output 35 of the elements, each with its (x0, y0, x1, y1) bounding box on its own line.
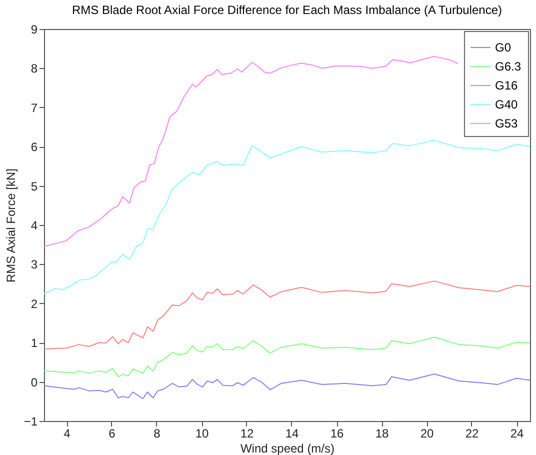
x-tick-label: 6 (108, 426, 116, 440)
legend-label: G16 (495, 78, 518, 92)
legend-label: G40 (495, 98, 518, 112)
x-tick-label: 10 (195, 426, 209, 440)
y-tick-label: 7 (30, 100, 38, 115)
legend-label: G0 (495, 40, 512, 54)
legend-label: G53 (495, 116, 518, 130)
x-tick-label: 22 (465, 426, 479, 440)
x-tick-label: 14 (285, 426, 299, 440)
legend-label: G6.3 (495, 60, 522, 74)
line-series (44, 280, 530, 350)
y-tick-label: 4 (30, 218, 38, 232)
y-tick-label: 8 (30, 62, 38, 76)
x-tick-label: 12 (240, 426, 254, 440)
y-tick-label: 5 (30, 179, 38, 194)
y-tick-label: 1 (30, 336, 38, 350)
x-tick-label: 18 (375, 426, 389, 440)
x-tick-label: 4 (64, 426, 71, 440)
x-tick-label: 24 (510, 426, 524, 440)
y-tick-label: 3 (30, 258, 38, 272)
line-series (44, 373, 530, 400)
x-tick-label: 16 (330, 426, 344, 440)
line-series (44, 140, 530, 294)
y-tick-label: 2 (30, 296, 38, 311)
x-axis-title: Wind speed (m/s) (240, 442, 335, 455)
chart-title: RMS Blade Root Axial Force Difference for Each Mass Imbalance (A Turbulence) (72, 3, 502, 17)
y-tick-label: 0 (30, 375, 38, 390)
x-tick-label: 20 (420, 426, 434, 440)
line-series (44, 336, 530, 378)
line-series (44, 56, 458, 248)
y-tick-label: −1 (24, 414, 38, 428)
y-axis-title: RMS Axial Force [kN] (4, 168, 18, 283)
y-tick-label: 9 (30, 22, 38, 36)
y-tick-label: 6 (30, 140, 38, 154)
x-tick-label: 8 (154, 426, 161, 440)
